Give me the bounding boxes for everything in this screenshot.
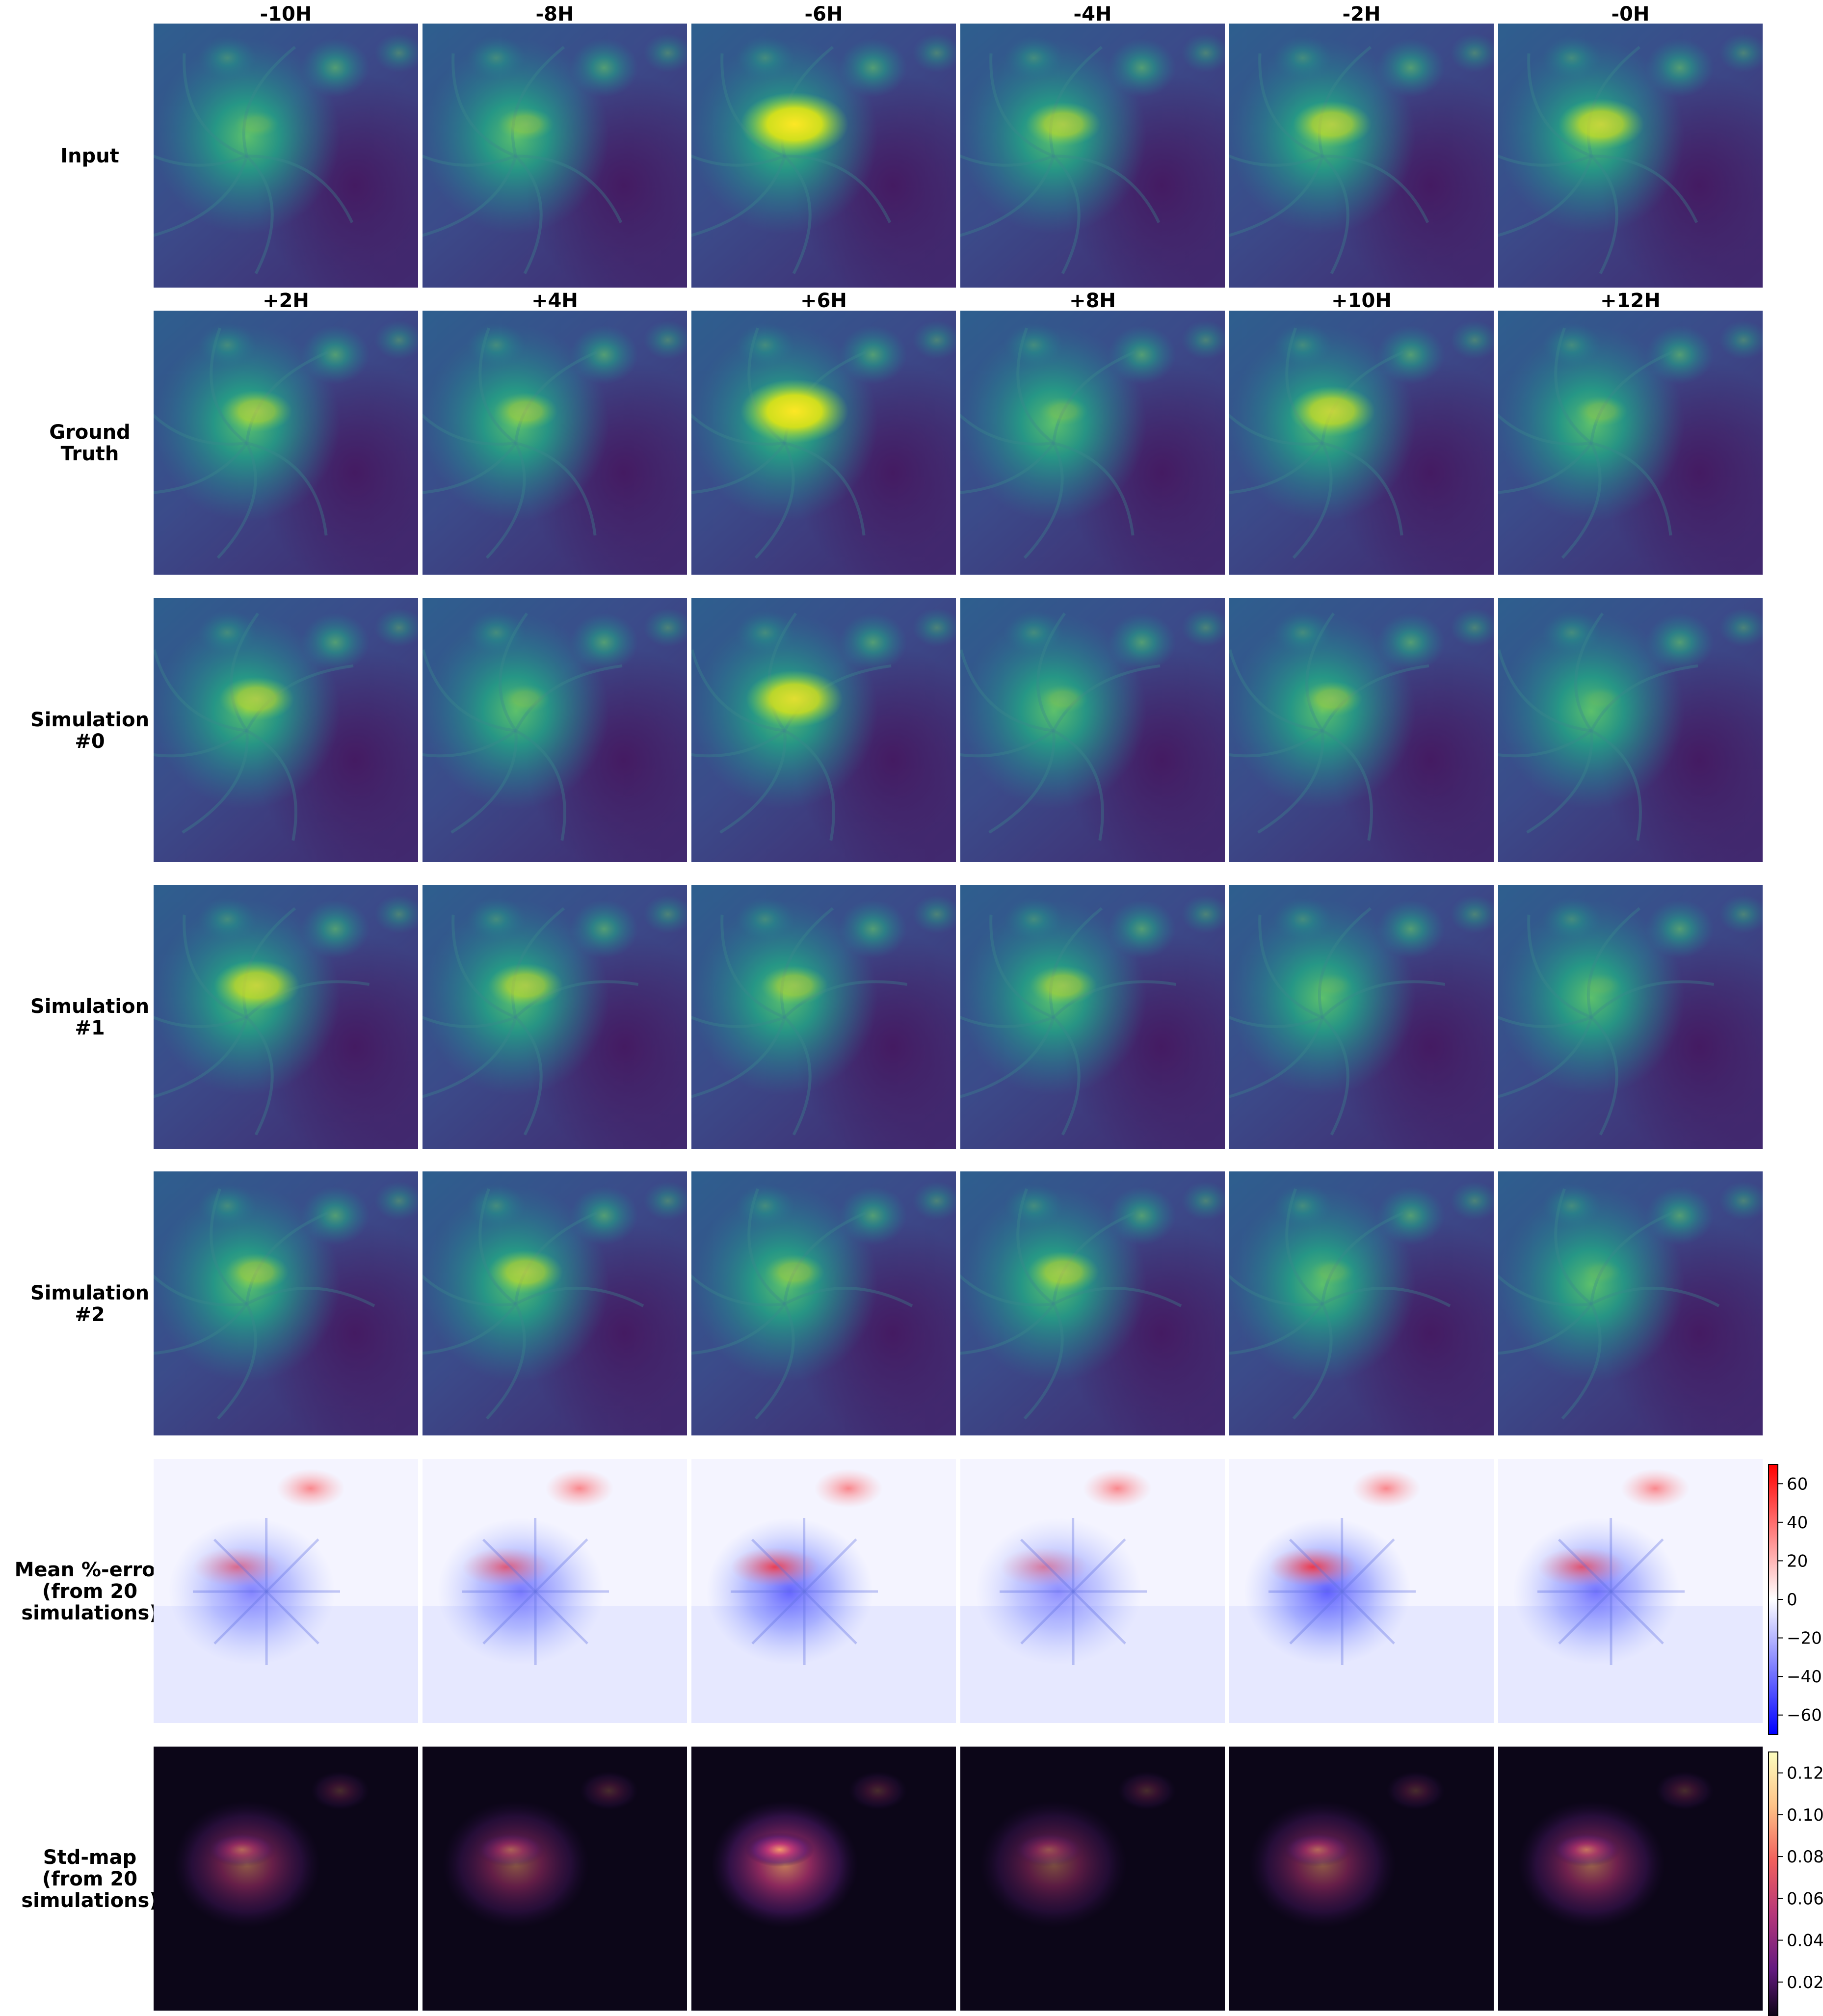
row-label: Ground — [49, 421, 131, 444]
forecast-time-titles: +2H +4H +6H +8H +10H +12H — [263, 290, 1661, 312]
row-label: Input — [60, 145, 119, 167]
input-time-title: -4H — [1074, 3, 1112, 26]
image-panel — [1498, 1459, 1763, 1723]
image-panel — [960, 24, 1225, 288]
image-panel — [154, 311, 418, 575]
image-panel — [154, 1747, 418, 2011]
std-colorbar-bar — [1768, 1751, 1778, 2016]
image-panel — [154, 1459, 418, 1723]
forecast-time-title: +12H — [1600, 290, 1661, 312]
colorbar-tick-label: 0 — [1787, 1590, 1797, 1610]
image-panel — [154, 598, 418, 862]
image-panel — [423, 1171, 687, 1435]
colorbar-tick-label: 0.12 — [1787, 1764, 1823, 1783]
image-panel — [1498, 598, 1763, 862]
forecast-time-title: +8H — [1069, 290, 1116, 312]
colorbar-tick-label: 0.08 — [1787, 1847, 1823, 1867]
image-panel — [423, 598, 687, 862]
image-panel — [423, 311, 687, 575]
image-panel — [423, 885, 687, 1149]
row-label: simulations) — [21, 1889, 158, 1912]
image-panel — [691, 311, 956, 575]
row-label: Mean %-error — [15, 1559, 165, 1581]
forecast-time-title: +10H — [1331, 290, 1392, 312]
image-panel — [1229, 885, 1494, 1149]
input-time-title: -6H — [805, 3, 843, 26]
input-time-title: -2H — [1343, 3, 1381, 26]
image-panel — [691, 24, 956, 288]
colorbar-tick-label: 0.04 — [1787, 1931, 1823, 1951]
image-panel — [691, 1747, 956, 2011]
forecast-time-title: +2H — [263, 290, 309, 312]
error-colorbar-bar — [1768, 1464, 1778, 1735]
input-time-title: -10H — [260, 3, 312, 26]
image-panel — [1229, 1459, 1494, 1723]
image-panel — [423, 1747, 687, 2011]
image-panel — [1498, 1747, 1763, 2011]
image-panel — [1229, 1171, 1494, 1435]
image-panel — [1229, 24, 1494, 288]
row-label: #1 — [75, 1017, 105, 1039]
std-colorbar: 0.12 0.10 0.08 0.06 0.04 0.02 — [1768, 1751, 1823, 2016]
image-panel — [960, 1459, 1225, 1723]
error-colorbar: 60 40 20 0 −20 −40 −60 — [1768, 1464, 1822, 1735]
image-panel — [1229, 311, 1494, 575]
colorbar-tick-label: −60 — [1787, 1706, 1822, 1725]
image-panel — [1498, 885, 1763, 1149]
row-label: #2 — [75, 1303, 105, 1326]
image-panel — [691, 885, 956, 1149]
image-panel — [154, 885, 418, 1149]
row-label: Simulation — [30, 1282, 149, 1304]
image-panel — [691, 1459, 956, 1723]
row-label: #0 — [75, 730, 105, 753]
colorbar-tick-label: −20 — [1787, 1629, 1822, 1648]
image-panel — [960, 311, 1225, 575]
image-panel — [960, 598, 1225, 862]
row-label: simulations) — [21, 1602, 158, 1624]
forecast-time-title: +6H — [800, 290, 847, 312]
colorbar-tick-label: 0.10 — [1787, 1805, 1823, 1825]
row-label: Simulation — [30, 995, 149, 1018]
panel-grid — [154, 24, 1763, 2011]
image-panel — [423, 24, 687, 288]
image-panel — [1229, 1747, 1494, 2011]
row-label: Simulation — [30, 709, 149, 731]
colorbar-tick-label: 20 — [1787, 1551, 1808, 1571]
image-panel — [960, 1171, 1225, 1435]
image-panel — [1229, 598, 1494, 862]
image-panel — [1498, 1171, 1763, 1435]
row-label: (from 20 — [42, 1868, 137, 1890]
image-panel — [154, 24, 418, 288]
image-panel — [960, 885, 1225, 1149]
colorbar-tick-label: −40 — [1787, 1667, 1822, 1687]
image-panel — [423, 1459, 687, 1723]
input-time-title: -8H — [536, 3, 574, 26]
row-labels: InputGroundTruthSimulation#0Simulation#1… — [15, 145, 165, 1912]
image-panel — [960, 1747, 1225, 2011]
row-label: Std-map — [43, 1846, 136, 1869]
image-panel — [154, 1171, 418, 1435]
input-time-titles: -10H -8H -6H -4H -2H -0H — [260, 3, 1650, 26]
input-time-title: -0H — [1612, 3, 1650, 26]
image-panel — [1498, 311, 1763, 575]
row-label: (from 20 — [42, 1580, 137, 1603]
forecast-time-title: +4H — [531, 290, 578, 312]
image-panel — [691, 1171, 956, 1435]
image-panel — [691, 598, 956, 862]
image-panel — [1498, 24, 1763, 288]
colorbar-tick-label: 0.06 — [1787, 1889, 1823, 1909]
row-label: Truth — [61, 443, 119, 465]
colorbar-tick-label: 40 — [1787, 1513, 1808, 1533]
colorbar-tick-label: 60 — [1787, 1474, 1808, 1494]
colorbar-tick-label: 0.02 — [1787, 1973, 1823, 1992]
